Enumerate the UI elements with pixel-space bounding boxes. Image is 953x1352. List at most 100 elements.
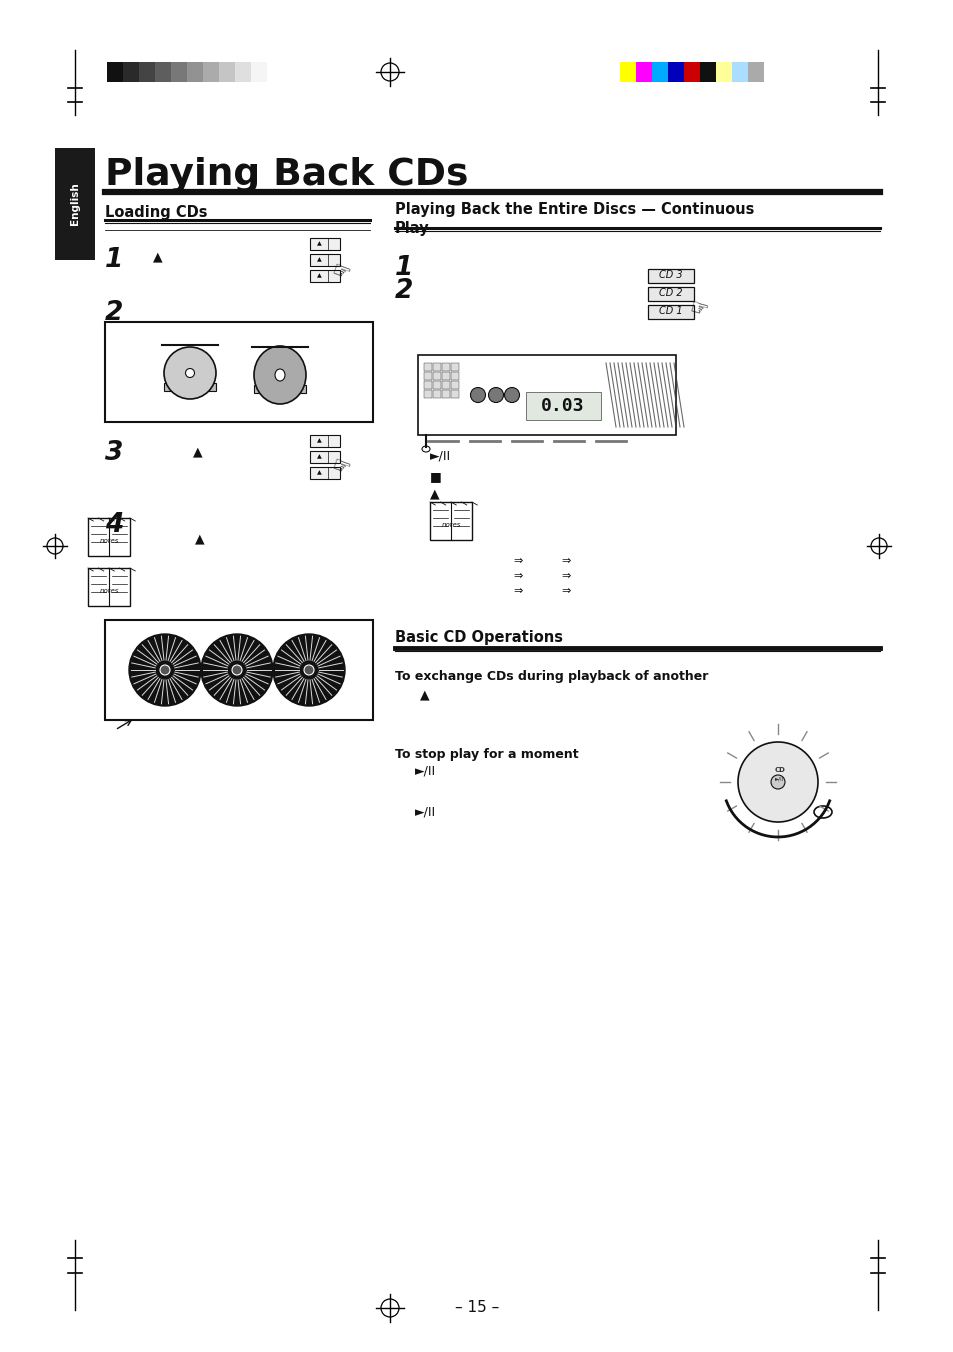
Bar [451, 381, 458, 389]
Bar [525, 392, 600, 420]
Bar [430, 502, 472, 539]
Bar [417, 356, 676, 435]
Bar [747, 62, 763, 82]
Text: ▲: ▲ [419, 688, 429, 700]
Text: ▲: ▲ [430, 487, 439, 500]
Text: ►/II: ►/II [775, 776, 784, 781]
Bar [731, 62, 747, 82]
Ellipse shape [201, 634, 273, 706]
Text: ►/II: ►/II [415, 765, 436, 777]
Text: Loading CDs: Loading CDs [105, 206, 208, 220]
Text: ▲: ▲ [316, 454, 321, 460]
Bar [683, 62, 700, 82]
Ellipse shape [488, 388, 503, 403]
Text: CD 1: CD 1 [659, 307, 682, 316]
Bar [107, 62, 123, 82]
Ellipse shape [253, 346, 306, 404]
Bar [433, 389, 440, 397]
Bar [154, 62, 171, 82]
Text: 0.03: 0.03 [540, 397, 584, 415]
Bar [251, 62, 267, 82]
Bar [433, 381, 440, 389]
Text: ▲: ▲ [153, 250, 163, 264]
Text: 1: 1 [105, 247, 123, 273]
Bar [619, 62, 636, 82]
Text: ☞: ☞ [685, 297, 709, 322]
Text: notes: notes [99, 538, 118, 544]
Bar [651, 62, 667, 82]
Text: ▲: ▲ [193, 445, 203, 458]
Text: ▲: ▲ [316, 257, 321, 262]
Bar [203, 62, 219, 82]
Bar [105, 322, 373, 422]
Bar [441, 381, 450, 389]
Text: 2: 2 [395, 279, 413, 304]
Bar [441, 362, 450, 370]
Bar [423, 389, 432, 397]
Ellipse shape [421, 446, 430, 452]
Ellipse shape [232, 665, 242, 675]
Text: Playing Back the Entire Discs — Continuous
Play: Playing Back the Entire Discs — Continuo… [395, 201, 754, 235]
Ellipse shape [274, 369, 285, 381]
Text: 3: 3 [105, 439, 123, 466]
Bar [171, 62, 187, 82]
Text: notes: notes [99, 588, 118, 594]
Text: ☞: ☞ [328, 454, 352, 480]
Text: ⇒: ⇒ [513, 585, 522, 596]
Bar [55, 147, 95, 260]
Ellipse shape [160, 665, 170, 675]
Text: CD: CD [774, 767, 784, 773]
Bar [423, 372, 432, 380]
Text: 4: 4 [105, 512, 123, 538]
Bar [234, 62, 251, 82]
Bar [139, 62, 154, 82]
Ellipse shape [304, 665, 314, 675]
Text: ►/II: ►/II [415, 806, 436, 819]
Bar [310, 466, 339, 479]
Bar [451, 362, 458, 370]
Text: ☞: ☞ [328, 260, 352, 285]
Text: ►/II: ►/II [430, 450, 451, 462]
Bar [441, 389, 450, 397]
Bar [636, 62, 651, 82]
Bar [187, 62, 203, 82]
Text: CD 3: CD 3 [659, 270, 682, 280]
Text: ▲: ▲ [316, 438, 321, 443]
Bar [451, 372, 458, 380]
Bar [219, 62, 234, 82]
Ellipse shape [164, 347, 215, 399]
Text: Playing Back CDs: Playing Back CDs [105, 157, 468, 193]
Bar [164, 383, 215, 391]
Ellipse shape [738, 742, 817, 822]
Text: English: English [70, 183, 80, 226]
Bar [105, 621, 373, 721]
Ellipse shape [504, 388, 519, 403]
Ellipse shape [129, 634, 201, 706]
Bar [441, 372, 450, 380]
Bar [647, 287, 693, 301]
Text: ⇒: ⇒ [560, 585, 570, 596]
Text: To stop play for a moment: To stop play for a moment [395, 748, 578, 761]
Bar [310, 254, 339, 266]
Text: 1: 1 [395, 256, 413, 281]
Bar [310, 452, 339, 462]
Text: notes: notes [441, 522, 460, 529]
Text: ▲: ▲ [316, 273, 321, 279]
Ellipse shape [813, 806, 831, 818]
Bar [123, 62, 139, 82]
Text: ⇒: ⇒ [560, 571, 570, 581]
Bar [433, 372, 440, 380]
Text: 2: 2 [105, 300, 123, 326]
Bar [310, 238, 339, 250]
Bar [716, 62, 731, 82]
Ellipse shape [770, 775, 784, 790]
Text: ▲: ▲ [316, 242, 321, 246]
Text: ▲: ▲ [195, 531, 205, 545]
Bar [700, 62, 716, 82]
Text: To exchange CDs during playback of another: To exchange CDs during playback of anoth… [395, 671, 708, 683]
Bar [88, 518, 130, 556]
Bar [423, 381, 432, 389]
Text: ⇒: ⇒ [513, 556, 522, 566]
Bar [310, 435, 339, 448]
Bar [667, 62, 683, 82]
